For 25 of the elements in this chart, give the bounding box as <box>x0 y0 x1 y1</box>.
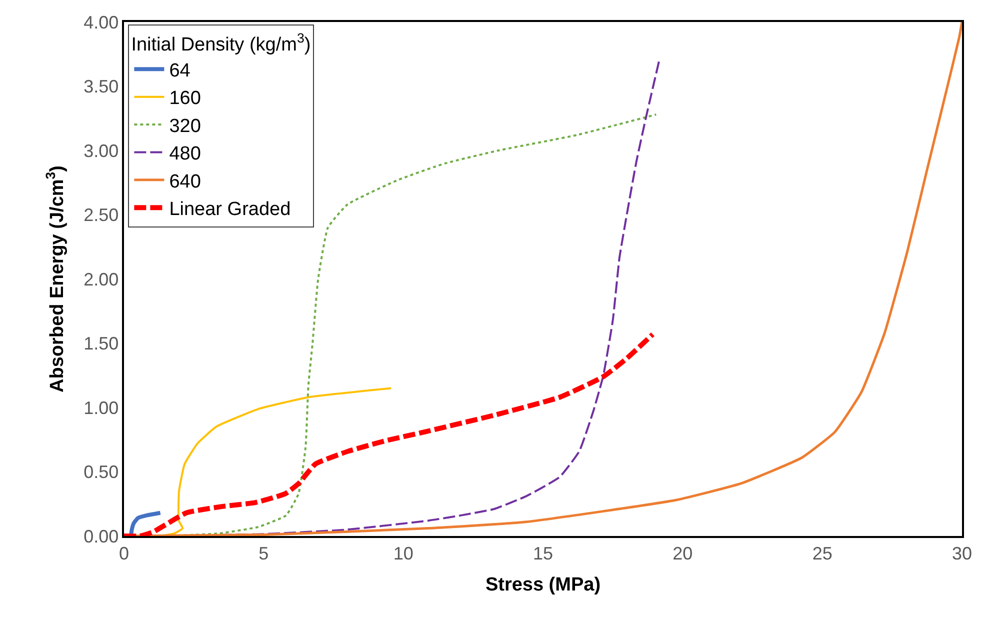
legend-label: 160 <box>169 88 201 110</box>
y-tick-label: 2.00 <box>84 269 119 290</box>
y-tick-label: 4.00 <box>84 12 119 32</box>
legend-label: 64 <box>169 60 191 82</box>
legend-label: 640 <box>169 171 201 192</box>
x-axis-title: Stress (MPa) <box>485 574 601 596</box>
legend-title: Initial Density (kg/m$^{3}$) <box>131 30 311 56</box>
x-tick-label: 30 <box>952 543 972 564</box>
x-tick-label: 5 <box>258 543 269 564</box>
x-tick-label: 15 <box>532 543 554 564</box>
x-tick-label: 10 <box>393 543 414 564</box>
y-tick-label: 3.50 <box>84 76 119 97</box>
y-tick-label: 2.50 <box>84 205 119 226</box>
legend-label: 480 <box>169 144 201 165</box>
legend-label: 320 <box>169 116 201 137</box>
x-tick-label: 20 <box>672 543 693 564</box>
legend-label: Linear Graded <box>169 199 291 220</box>
x-tick-label: 0 <box>118 543 130 564</box>
line-series <box>128 510 162 536</box>
y-tick-label: 0.00 <box>84 526 119 546</box>
y-tick-label: 1.50 <box>84 334 119 354</box>
x-tick-label: 25 <box>812 543 832 564</box>
y-tick-label: 3.00 <box>84 140 119 161</box>
y-tick-label: 1.00 <box>84 398 119 418</box>
y-tick-label: 0.50 <box>84 462 119 482</box>
